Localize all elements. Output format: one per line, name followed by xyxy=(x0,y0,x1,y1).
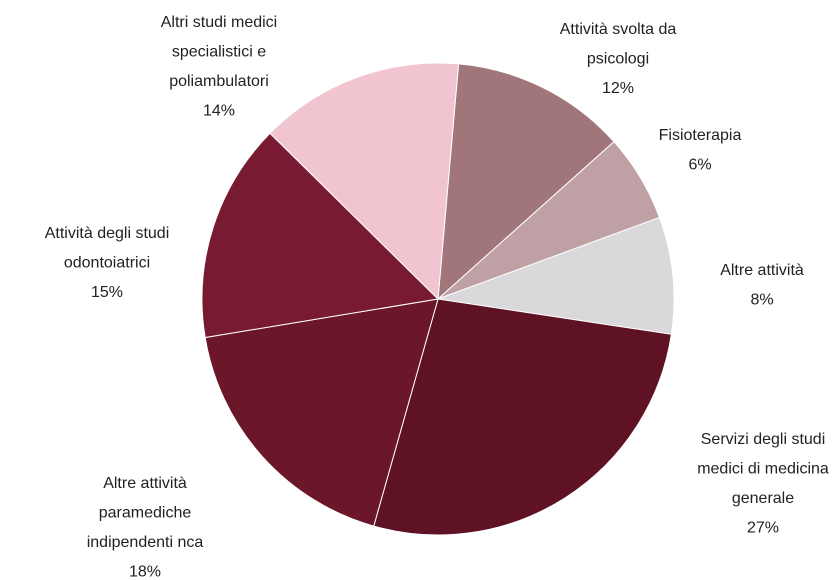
slice-label: Fisioterapia xyxy=(659,127,742,144)
slice-label: Servizi degli studi medici di medicina gen… xyxy=(697,431,829,507)
pie-slice xyxy=(269,62,460,301)
value-label: 14% xyxy=(203,103,235,120)
value-label: 8% xyxy=(750,292,773,309)
slice-label: Attività degli studi odontoiatrici xyxy=(45,225,170,272)
slice-label: Altre attività paramediche indipendenti nc… xyxy=(87,475,204,551)
value-label: 6% xyxy=(688,157,711,174)
pie-slice xyxy=(437,216,675,335)
slice-label: Altre attività xyxy=(720,262,804,279)
value-label: 27% xyxy=(747,520,779,537)
value-label: 18% xyxy=(129,564,161,580)
slice-label: Altri studi medici specialistici e poliamb… xyxy=(161,14,277,90)
value-label: 15% xyxy=(91,284,123,301)
pie-slice xyxy=(437,63,615,301)
value-label: 12% xyxy=(602,80,634,97)
pie-slice xyxy=(373,298,672,536)
pie-slice xyxy=(201,132,440,339)
slice-label: Attività svolta da psicologi xyxy=(560,21,677,68)
pie-slice xyxy=(204,298,439,527)
